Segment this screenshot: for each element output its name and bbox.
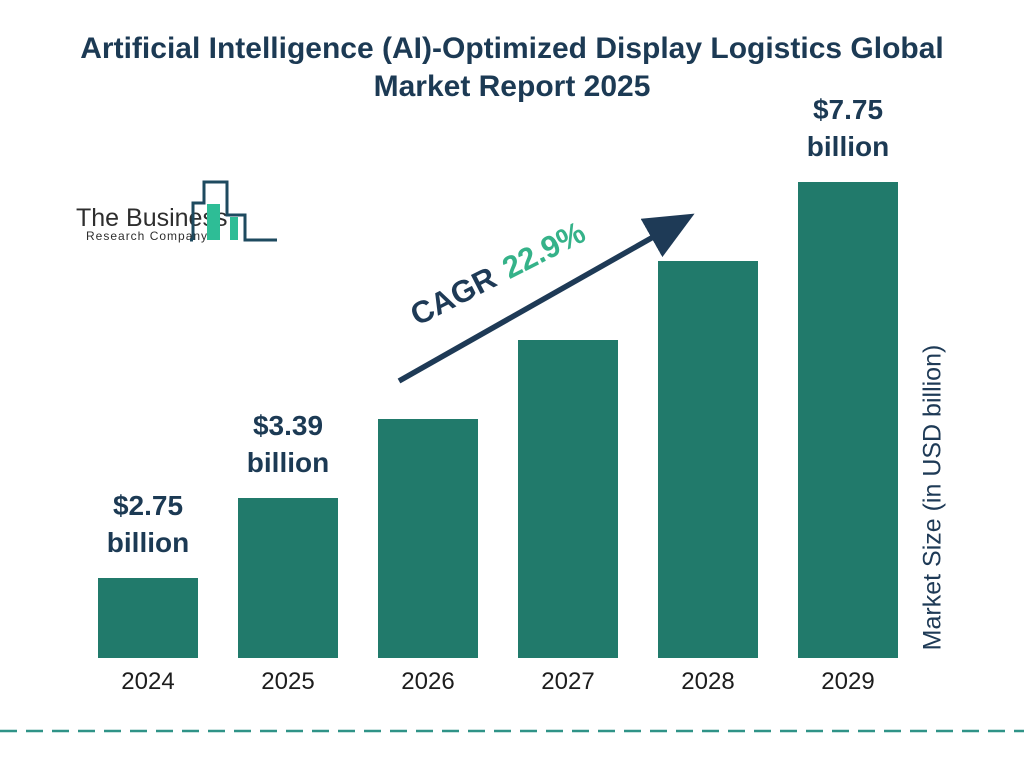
bar-2029: [798, 182, 898, 658]
bar-column-2026: 2026: [358, 80, 498, 695]
x-tick-label-2026: 2026: [401, 668, 455, 695]
x-tick-label-2028: 2028: [681, 668, 735, 695]
svg-text:The Business: The Business: [76, 204, 227, 232]
x-tick-label-2025: 2025: [261, 668, 315, 695]
svg-text:Research Company: Research Company: [86, 229, 208, 243]
bar-chart: $2.75 billion 2024 $3.39 billion 2025 2026 2027…: [78, 80, 918, 695]
bar-2028: [658, 261, 758, 658]
bar-2025: [238, 498, 338, 658]
logo-bars-icon: The Business Research Company: [76, 180, 277, 243]
bar-column-2024: $2.75 billion 2024: [78, 80, 218, 695]
company-logo: The Business Research Company: [72, 176, 287, 248]
bar-column-2025: $3.39 billion 2025: [218, 80, 358, 695]
bar-column-2028: 2028: [638, 80, 778, 695]
x-tick-label-2027: 2027: [541, 668, 595, 695]
page-title: Artificial Intelligence (AI)-Optimized D…: [80, 32, 944, 104]
bar-column-2029: $7.75 billion 2029: [778, 80, 918, 695]
bar-column-2027: 2027: [498, 80, 638, 695]
bar-value-label-2029: $7.75 billion: [806, 94, 890, 163]
x-tick-label-2029: 2029: [821, 668, 875, 695]
bar-2026: [378, 419, 478, 658]
y-axis-label: Market Size (in USD billion): [918, 344, 947, 651]
bar-value-label-2025: $3.39 billion: [246, 410, 330, 479]
bar-value-label-2024: $2.75 billion: [106, 490, 190, 559]
bar-2027: [518, 340, 618, 658]
x-tick-label-2024: 2024: [121, 668, 175, 695]
bar-2024: [98, 578, 198, 658]
